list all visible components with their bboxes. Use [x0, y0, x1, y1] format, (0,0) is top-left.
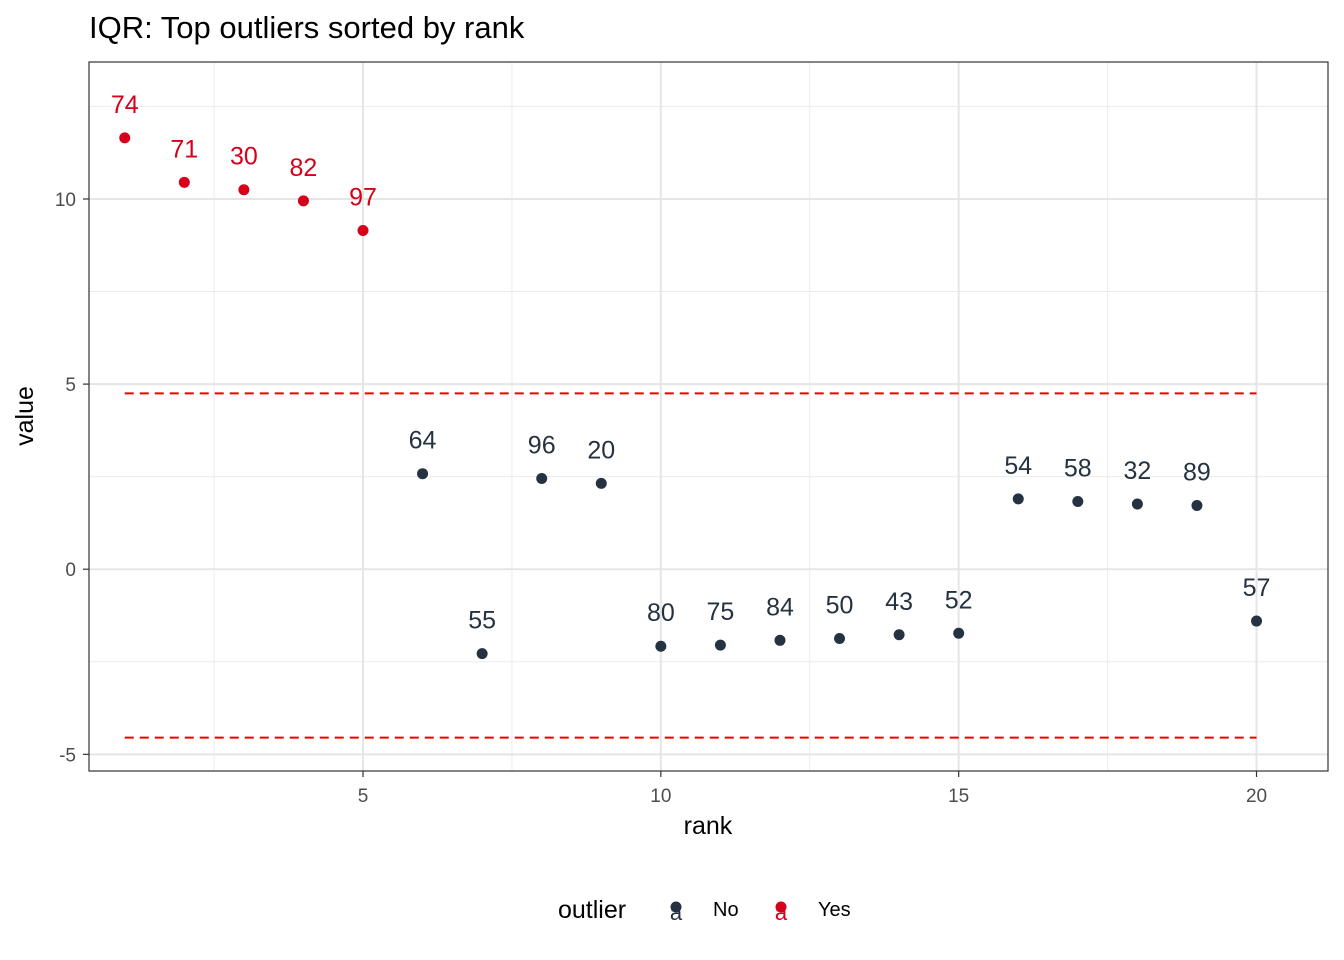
data-points — [119, 132, 1263, 660]
legend-key-yes-glyph: a — [775, 900, 788, 925]
legend-label-yes: Yes — [818, 899, 851, 921]
point-label: 82 — [290, 154, 318, 182]
data-point — [595, 477, 607, 489]
x-tick-label: 20 — [1246, 786, 1267, 807]
y-tick-label: 10 — [55, 190, 76, 211]
data-point — [1191, 500, 1203, 512]
legend-key-yes-point — [775, 901, 787, 913]
point-label: 97 — [349, 183, 377, 211]
point-labels: 74 71 30 82 97 64 55 96 20 80 75 84 50 43 52 54 58 32 89 57 — [111, 91, 1271, 635]
point-label: 58 — [1064, 454, 1092, 482]
plot-panel — [88, 61, 1329, 772]
data-point — [536, 473, 548, 485]
y-axis-title: value — [11, 386, 39, 446]
legend: outlier a No a Yes — [558, 896, 851, 925]
x-axis-title: rank — [684, 812, 733, 840]
point-label: 43 — [885, 588, 913, 616]
point-label: 30 — [230, 143, 258, 171]
point-label: 50 — [826, 591, 854, 619]
point-label: 84 — [766, 593, 794, 621]
grid — [89, 62, 1328, 771]
y-tick-label: -5 — [59, 745, 76, 766]
x-tick-label: 15 — [948, 786, 969, 807]
data-point — [1072, 495, 1084, 507]
point-label: 57 — [1243, 574, 1271, 602]
point-label: 32 — [1123, 457, 1151, 485]
point-label: 20 — [587, 436, 615, 464]
point-label: 96 — [528, 432, 556, 460]
panel-background — [89, 62, 1328, 771]
legend-title: outlier — [558, 896, 626, 924]
point-label: 64 — [409, 427, 437, 455]
data-point — [476, 648, 488, 660]
y-tick-label: 5 — [65, 375, 76, 396]
legend-key-no-glyph: a — [670, 900, 683, 925]
data-point — [953, 627, 965, 639]
point-label: 54 — [1004, 452, 1032, 480]
point-label: 52 — [945, 586, 973, 614]
data-point — [1251, 615, 1263, 627]
x-tick-label: 10 — [650, 786, 671, 807]
x-tick-label: 5 — [358, 786, 369, 807]
point-label: 55 — [468, 607, 496, 635]
data-point — [119, 132, 131, 144]
data-point — [1012, 493, 1024, 505]
data-point — [893, 629, 905, 641]
data-point — [714, 639, 726, 651]
data-point — [834, 632, 846, 644]
chart-title: IQR: Top outliers sorted by rank — [89, 10, 525, 45]
data-point — [297, 195, 309, 207]
data-point — [774, 634, 786, 646]
point-label: 71 — [170, 135, 198, 163]
data-point — [655, 640, 667, 652]
data-point — [417, 468, 429, 480]
data-point — [178, 176, 190, 188]
data-point — [1131, 498, 1143, 510]
point-label: 89 — [1183, 459, 1211, 487]
y-tick-label: 0 — [65, 560, 76, 581]
point-label: 74 — [111, 91, 139, 119]
threshold-lines — [124, 392, 1257, 739]
data-point — [238, 184, 250, 196]
legend-key-no-point — [670, 901, 682, 913]
point-label: 80 — [647, 599, 675, 627]
axis-ticks: 5 10 15 20 -5 0 5 10 — [55, 190, 1267, 807]
point-label: 75 — [707, 598, 735, 626]
data-point — [357, 224, 369, 236]
legend-label-no: No — [713, 899, 739, 921]
